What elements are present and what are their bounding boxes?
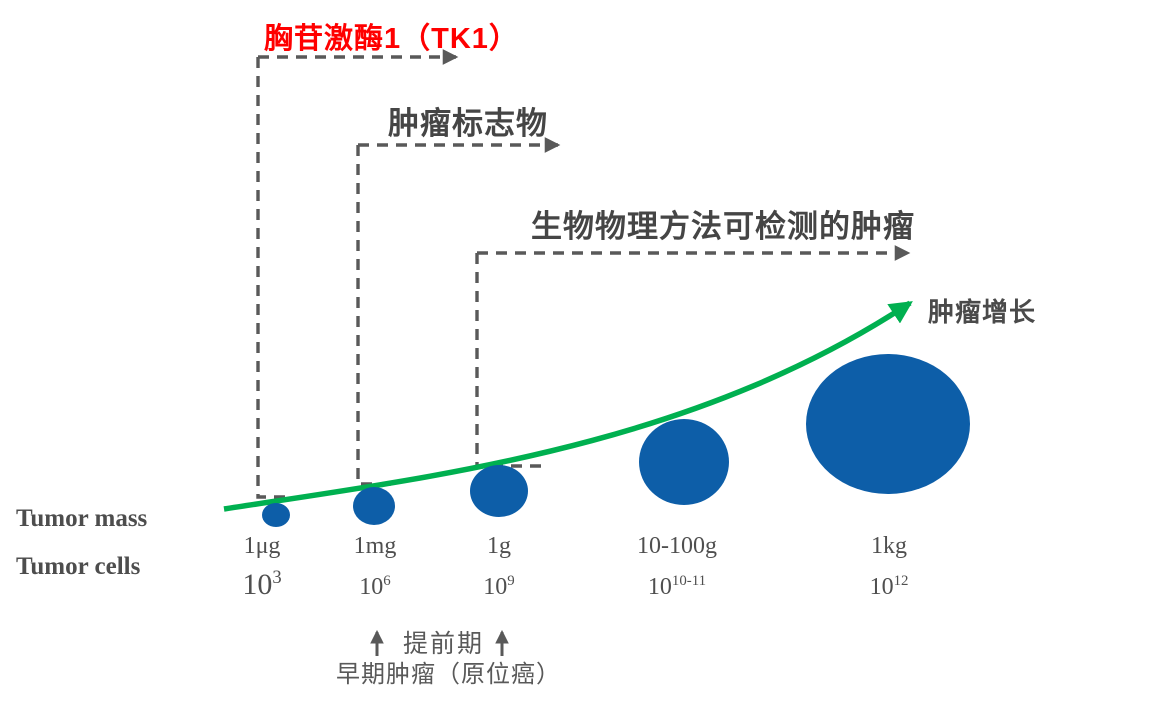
cells-base: 10 xyxy=(647,574,672,600)
stage-column-1kg: 1kg 1012 xyxy=(814,532,964,600)
cells-exponent: 10-11 xyxy=(671,573,707,589)
stage-mass: 10-100g xyxy=(637,533,717,559)
early-tumor-label: 早期肿瘤（原位癌） xyxy=(336,661,561,688)
tk1-title: 胸苷激酶1（TK1） xyxy=(264,23,519,55)
cells-exponent: 12 xyxy=(893,573,909,589)
biophysical-dashed-dropline xyxy=(475,253,546,468)
stage-mass: 1kg xyxy=(871,533,907,559)
cells-base: 10 xyxy=(359,574,384,600)
cells-base: 10 xyxy=(483,574,508,600)
tumor-circle-1mg xyxy=(353,487,395,525)
biophysical-label: 生物物理方法可检测的肿瘤 xyxy=(531,209,915,244)
cells-base: 10 xyxy=(242,568,273,601)
stage-column-1ug: 1μg 103 xyxy=(187,532,337,601)
stage-cells: 1012 xyxy=(814,568,964,600)
cells-exponent: 3 xyxy=(272,567,282,588)
lead-time-label: 提前期 xyxy=(403,630,485,658)
cells-base: 10 xyxy=(869,574,894,600)
stage-column-1mg: 1mg 106 xyxy=(300,532,450,600)
tumor-markers-label: 肿瘤标志物 xyxy=(388,106,548,141)
tumor-cells-axis-label: Tumor cells xyxy=(16,553,141,580)
stage-column-10-100g: 10-100g 1010-11 xyxy=(602,532,752,600)
tumor-circle-1ug xyxy=(262,503,290,527)
tumor-circle-1kg xyxy=(806,354,970,494)
stage-mass: 1mg xyxy=(353,533,397,559)
tumor-markers-dashed-dropline xyxy=(356,145,391,486)
stage-cells: 103 xyxy=(187,565,337,601)
stage-cells: 1010-11 xyxy=(602,568,752,600)
tk1-dashed-dropline xyxy=(256,57,291,499)
stage-mass: 1μg xyxy=(243,533,281,559)
growth-curve-arrow xyxy=(223,300,913,512)
stage-cells: 109 xyxy=(424,568,574,600)
tumor-circle-10-100g xyxy=(639,419,729,505)
tumor-mass-axis-label: Tumor mass xyxy=(16,505,148,532)
stage-mass: 1g xyxy=(487,533,511,559)
tumor-growth-label: 肿瘤增长 xyxy=(928,297,1037,327)
cells-exponent: 6 xyxy=(383,573,391,589)
tumor-circle-1g xyxy=(470,465,528,517)
stage-column-1g: 1g 109 xyxy=(424,532,574,600)
cells-exponent: 9 xyxy=(507,573,515,589)
stage-cells: 106 xyxy=(300,568,450,600)
